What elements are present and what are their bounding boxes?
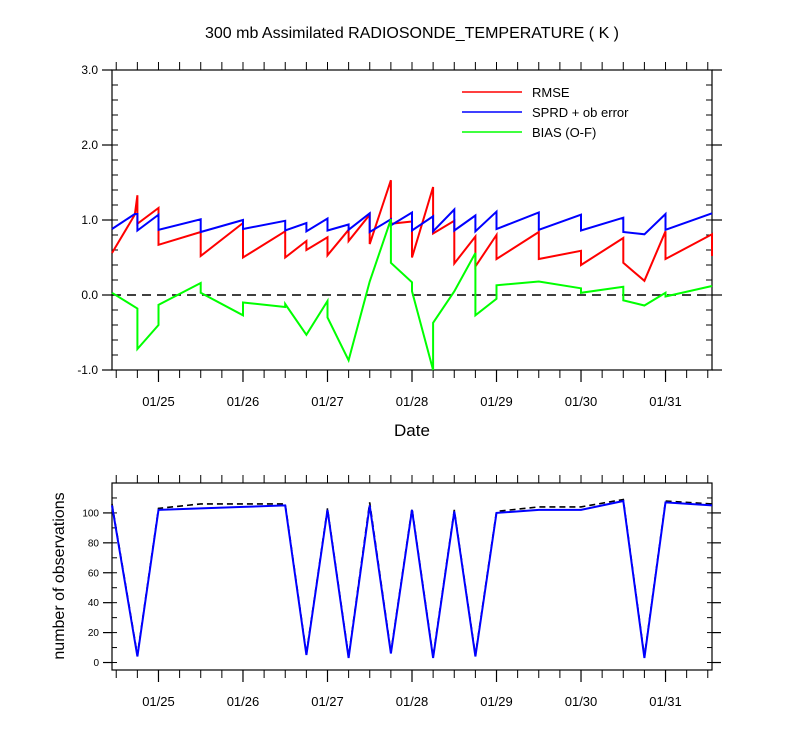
top-y-ticks: 3.0 2.0 1.0 0.0 -1.0 xyxy=(77,63,722,377)
chart-title: 300 mb Assimilated RADIOSONDE_TEMPERATUR… xyxy=(205,25,619,42)
legend-label: SPRD + ob error xyxy=(532,105,629,120)
x-tick-label: 01/29 xyxy=(480,394,513,409)
bottom-minor-ticks xyxy=(112,475,712,678)
y-tick-label: 40 xyxy=(88,598,100,609)
x-tick-label: 01/27 xyxy=(311,394,344,409)
y-tick-label: 60 xyxy=(88,568,100,579)
top-series-group xyxy=(111,179,713,371)
x-tick-label: 01/25 xyxy=(142,694,175,709)
legend-label: BIAS (O-F) xyxy=(532,125,596,140)
top-panel: 3.02.01.00.0-1.0 01/25 01/26 01/27 01/28 01/… xyxy=(77,62,722,440)
top-x-ticks: 01/25 01/26 01/27 01/28 01/29 01/30 01/31 xyxy=(142,370,682,409)
y-axis-label-observations: number of observations xyxy=(51,492,68,659)
bottom-x-ticks: 01/25 01/26 01/27 01/28 01/29 01/30 01/31 xyxy=(142,670,682,709)
bottom-y-ticks: 100 80 60 40 20 0 xyxy=(82,508,721,669)
top-minor-ticks xyxy=(112,62,712,378)
bottom-series-group xyxy=(111,498,713,659)
x-tick-label: 01/28 xyxy=(396,394,429,409)
x-tick-label: 01/30 xyxy=(565,394,598,409)
x-tick-label: 01/25 xyxy=(142,394,175,409)
x-axis-label: Date xyxy=(394,421,430,440)
x-tick-label: 01/28 xyxy=(396,694,429,709)
x-tick-label: 01/27 xyxy=(311,694,344,709)
x-tick-label: 01/26 xyxy=(227,394,260,409)
observations-line-assimilated xyxy=(111,499,713,659)
x-tick-label: 01/29 xyxy=(480,694,513,709)
series-line-bias-o-f xyxy=(111,218,713,371)
legend-label: RMSE xyxy=(532,85,570,100)
y-tick-label: 3.0 xyxy=(81,63,98,77)
y-tick-label: 0.0 xyxy=(81,288,98,302)
x-tick-label: 01/30 xyxy=(565,694,598,709)
x-tick-label: 01/26 xyxy=(227,694,260,709)
observations-line-possible xyxy=(111,498,713,657)
y-tick-label: 2.0 xyxy=(81,138,98,152)
y-tick-label: 100 xyxy=(82,508,99,519)
y-tick-label: 80 xyxy=(88,538,100,549)
y-tick-label: -1.0 xyxy=(77,363,98,377)
y-tick-label: 0 xyxy=(93,658,99,669)
legend: RMSE SPRD + ob error BIAS (O-F) xyxy=(462,85,629,140)
x-tick-label: 01/31 xyxy=(649,394,682,409)
x-tick-label: 01/31 xyxy=(649,694,682,709)
y-tick-label: 20 xyxy=(88,628,100,639)
y-tick-label: 1.0 xyxy=(81,213,98,227)
series-line-sprd-ob-error xyxy=(111,207,713,236)
